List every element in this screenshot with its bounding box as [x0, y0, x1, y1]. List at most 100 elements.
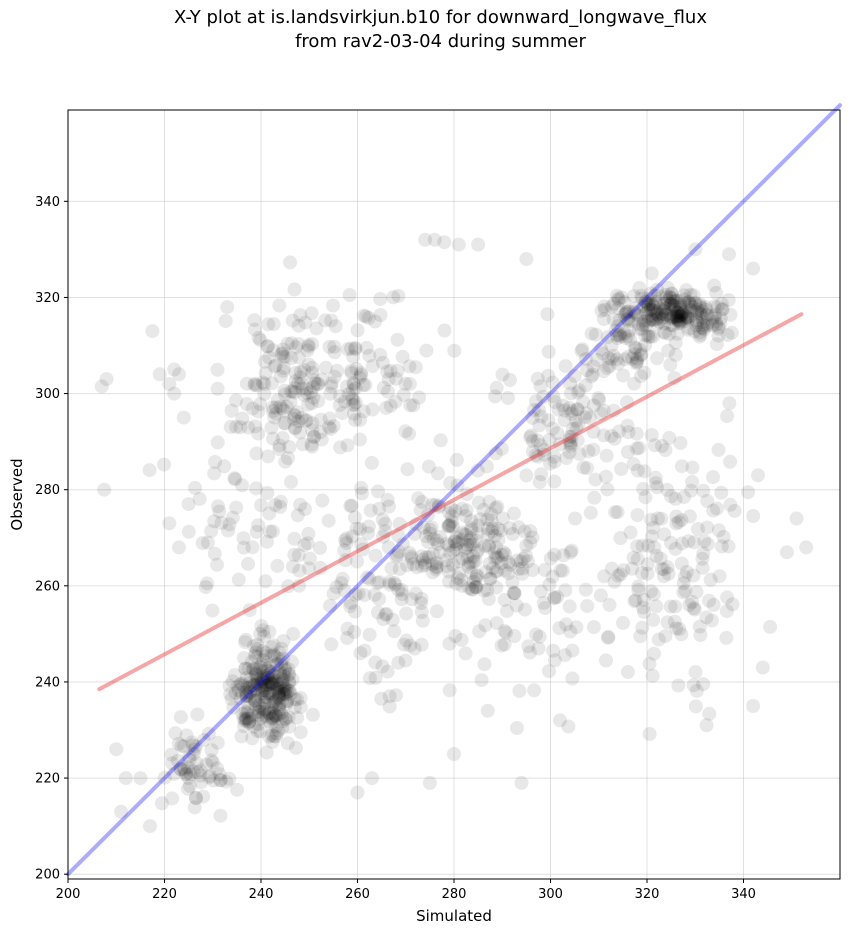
- data-point: [271, 688, 286, 703]
- data-point: [234, 676, 249, 691]
- data-point: [283, 686, 298, 701]
- data-point: [673, 436, 688, 450]
- data-point: [629, 356, 643, 371]
- data-point: [283, 384, 298, 399]
- data-point: [251, 707, 266, 722]
- data-point: [133, 771, 148, 786]
- data-point: [318, 313, 333, 328]
- data-point: [210, 761, 225, 776]
- data-point: [693, 327, 708, 342]
- data-point: [243, 675, 258, 690]
- data-point: [247, 313, 262, 328]
- data-point: [741, 485, 756, 500]
- data-point: [617, 308, 632, 322]
- data-point: [258, 683, 273, 698]
- data-point: [619, 312, 634, 327]
- data-point: [713, 316, 728, 331]
- data-point: [651, 632, 666, 647]
- data-point: [686, 601, 701, 616]
- data-point: [454, 632, 469, 647]
- data-point: [715, 302, 730, 317]
- data-point: [276, 651, 291, 666]
- data-point: [281, 579, 296, 594]
- data-point: [687, 602, 702, 617]
- data-point: [186, 764, 201, 779]
- data-point: [413, 503, 428, 518]
- data-point: [261, 670, 275, 685]
- data-point: [714, 296, 729, 311]
- data-point: [627, 347, 642, 362]
- data-point: [362, 671, 377, 686]
- data-point: [350, 323, 365, 338]
- chart-title: X-Y plot at is.landsvirkjun.b10 for down…: [0, 6, 851, 54]
- data-point: [257, 386, 272, 401]
- data-point: [349, 361, 364, 376]
- chart-title-line-1: X-Y plot at is.landsvirkjun.b10 for down…: [174, 7, 707, 28]
- data-point: [545, 421, 560, 436]
- data-point: [550, 426, 565, 440]
- data-point: [280, 336, 295, 351]
- data-point: [415, 559, 429, 573]
- data-point: [373, 292, 388, 306]
- data-point: [532, 418, 547, 433]
- data-point: [298, 502, 312, 516]
- data-point: [222, 771, 237, 786]
- data-point: [609, 288, 624, 303]
- data-point: [470, 463, 485, 478]
- data-point: [347, 406, 361, 421]
- data-point: [253, 679, 268, 694]
- data-point: [254, 498, 269, 513]
- data-point: [248, 701, 263, 716]
- data-point: [389, 549, 404, 564]
- data-point: [542, 577, 557, 592]
- data-point: [624, 313, 639, 328]
- data-point: [692, 306, 707, 321]
- data-point: [205, 755, 220, 770]
- data-point: [340, 621, 355, 636]
- data-point: [188, 790, 203, 805]
- data-point: [224, 403, 239, 418]
- data-point: [665, 310, 680, 325]
- data-point: [255, 683, 270, 698]
- data-point: [429, 562, 444, 577]
- data-point: [562, 401, 577, 415]
- data-point: [310, 376, 325, 391]
- data-point: [659, 290, 674, 305]
- data-point: [746, 261, 761, 276]
- data-point: [666, 298, 681, 313]
- data-point: [207, 466, 222, 481]
- data-point: [313, 560, 328, 575]
- data-point: [262, 506, 277, 521]
- data-point: [449, 542, 463, 557]
- data-point: [445, 514, 460, 529]
- data-point: [563, 624, 578, 639]
- data-point: [673, 315, 688, 330]
- data-point: [498, 563, 513, 578]
- data-point: [432, 545, 447, 560]
- data-point: [277, 679, 292, 694]
- data-point: [409, 560, 424, 575]
- data-point: [421, 459, 436, 474]
- data-point: [681, 534, 696, 549]
- data-point: [236, 678, 251, 693]
- data-point: [282, 674, 297, 689]
- data-point: [255, 375, 270, 390]
- data-point: [706, 470, 720, 485]
- data-point: [182, 749, 197, 764]
- data-point: [260, 662, 274, 677]
- data-point: [282, 675, 297, 690]
- data-point: [677, 308, 692, 323]
- data-point: [285, 672, 300, 687]
- data-point: [534, 409, 549, 424]
- data-point: [287, 531, 302, 546]
- data-point: [617, 326, 632, 341]
- data-point: [243, 689, 258, 704]
- data-point: [604, 352, 619, 367]
- data-point: [347, 377, 361, 392]
- data-point: [414, 637, 429, 652]
- data-point: [273, 667, 288, 682]
- data-point: [542, 433, 557, 447]
- data-point: [711, 523, 726, 538]
- data-point: [250, 677, 265, 692]
- data-point: [629, 354, 644, 368]
